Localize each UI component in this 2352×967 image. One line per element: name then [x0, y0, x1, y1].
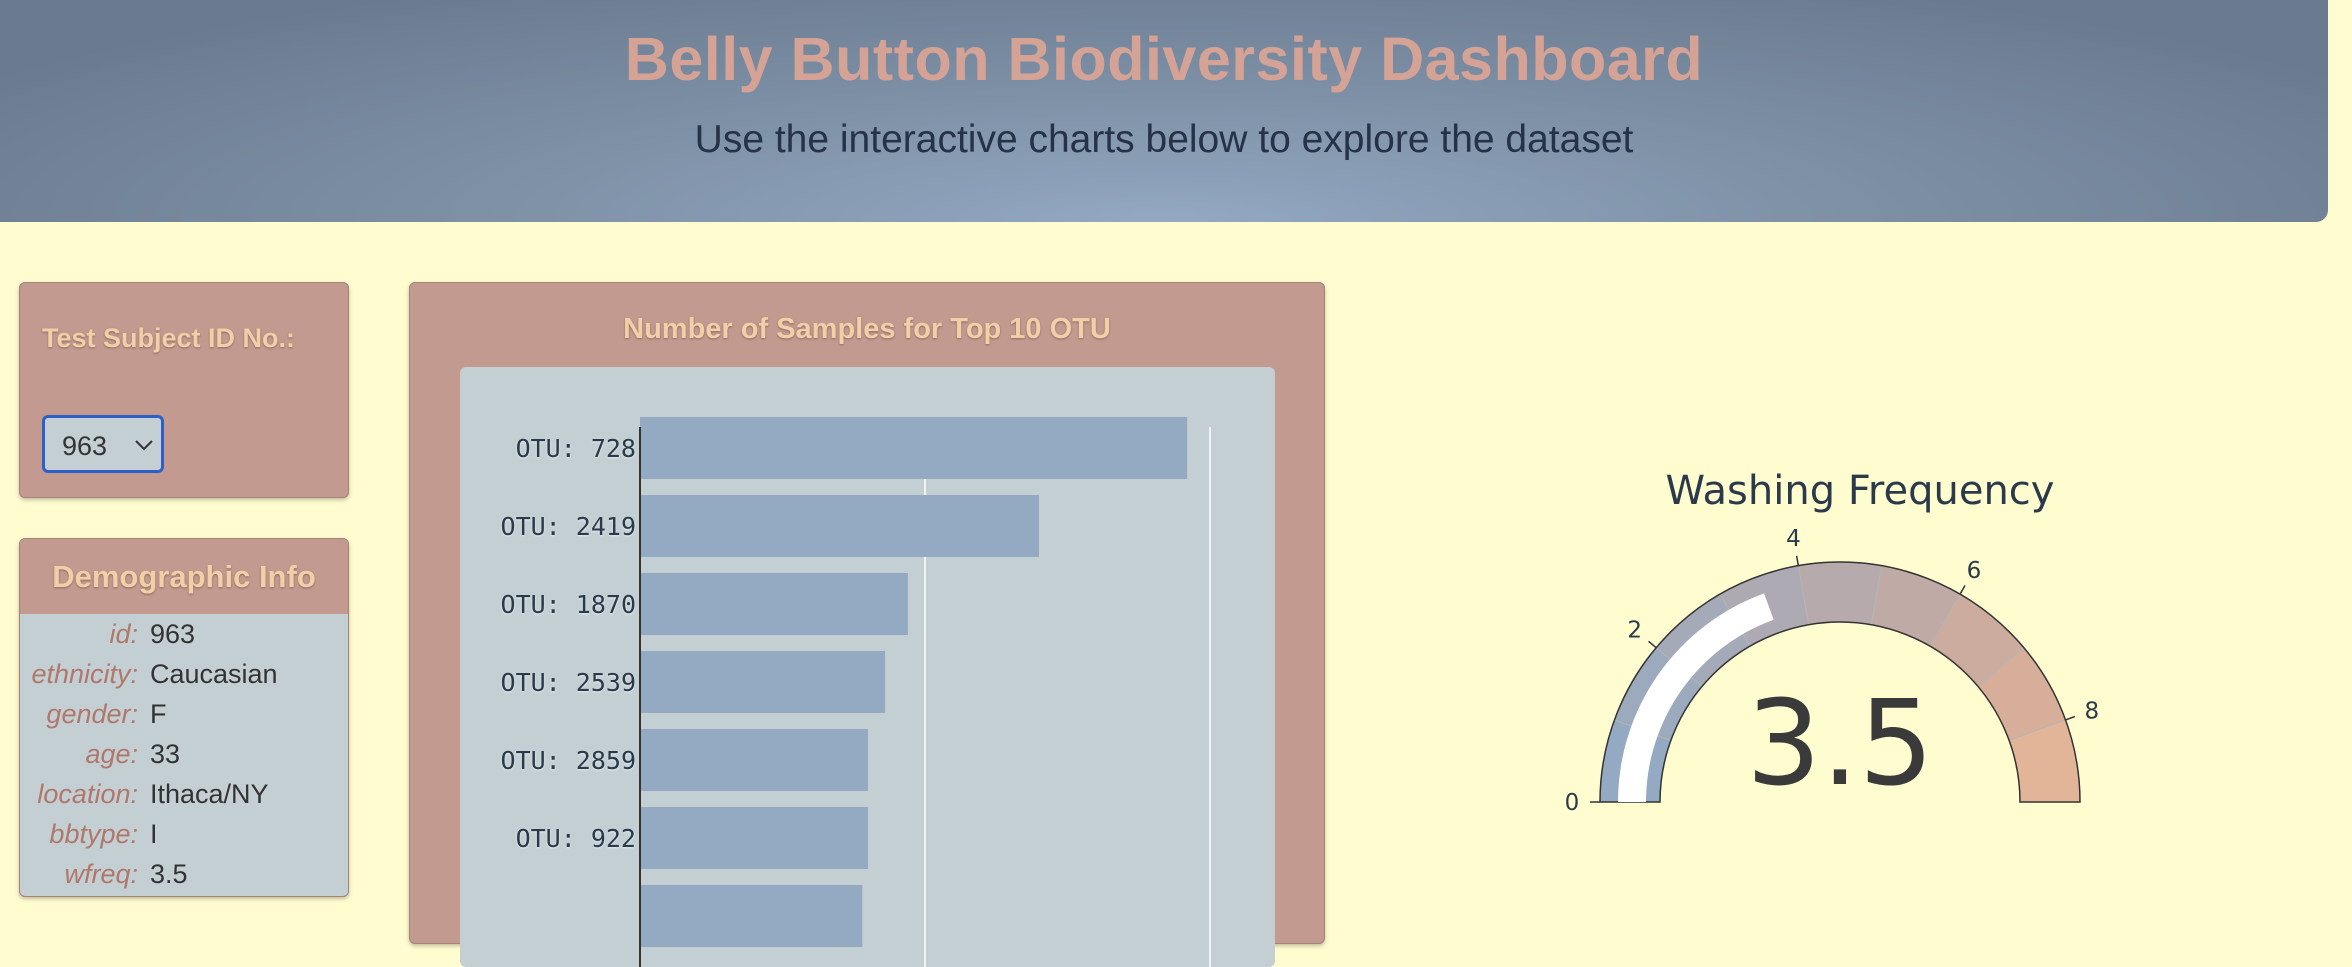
demo-row-bbtype: bbtype: I	[20, 814, 348, 854]
demo-value: 33	[150, 739, 181, 769]
bar	[640, 807, 868, 869]
bar-chart-plot-area: OTU: 728 OTU: 2419 OTU: 1870 OTU: 2539 OTU: …	[460, 367, 1275, 967]
chevron-down-icon	[133, 430, 155, 466]
gauge-tick-label: 0	[1565, 790, 1580, 816]
bar	[640, 729, 868, 791]
demo-value: F	[150, 699, 167, 729]
gauge-tick	[1795, 555, 1800, 566]
demographic-info-panel: Demographic Info id: 963 ethnicity: Cauc…	[19, 538, 349, 897]
demo-key: ethnicity:	[31, 659, 138, 689]
bar	[640, 885, 863, 947]
subject-selector-panel: Test Subject ID No.: 963	[19, 282, 349, 498]
subject-id-selected-value: 963	[62, 431, 108, 461]
gauge-tick	[1959, 585, 1966, 595]
demo-key: bbtype:	[49, 819, 138, 849]
demo-value: Caucasian	[150, 659, 278, 689]
bar-chart-svg: OTU: 728 OTU: 2419 OTU: 1870 OTU: 2539 OTU: …	[501, 417, 1211, 967]
demo-row-id: id: 963	[20, 614, 348, 654]
gauge-tick	[1648, 640, 1657, 649]
bar-category-label: OTU: 2859	[501, 746, 636, 775]
demo-key: age:	[85, 739, 138, 769]
gauge-tick-label: 4	[1786, 526, 1801, 552]
subject-id-select[interactable]: 963	[42, 415, 164, 473]
demo-value: I	[150, 819, 158, 849]
bar-category-label: OTU: 2539	[501, 668, 636, 697]
bar	[640, 651, 886, 713]
demo-row-wfreq: wfreq: 3.5	[20, 854, 348, 894]
demographic-info-title: Demographic Info	[20, 539, 348, 614]
demo-row-ethnicity: ethnicity: Caucasian	[20, 654, 348, 694]
bar-category-label: OTU: 1870	[501, 590, 636, 619]
demo-row-location: location: Ithaca/NY	[20, 774, 348, 814]
demo-key: gender:	[46, 699, 138, 729]
gauge-tick-label: 2	[1627, 618, 1642, 644]
gauge-tick	[2065, 715, 2076, 721]
gauge-step	[1797, 561, 1883, 626]
subject-selector-label: Test Subject ID No.:	[42, 323, 296, 353]
gauge-tick-label: 8	[2085, 698, 2100, 724]
gauge-title: Washing Frequency	[1665, 468, 2055, 514]
demo-key: wfreq:	[64, 859, 138, 889]
demo-row-age: age: 33	[20, 734, 348, 774]
bar-category-label: OTU: 2419	[501, 512, 636, 541]
bar	[640, 573, 908, 635]
otu-bar-chart-panel: Number of Samples for Top 10 OTU OTU: 72…	[409, 282, 1325, 967]
page-subtitle: Use the interactive charts below to expl…	[694, 118, 1634, 161]
bar-category-label: OTU: 728	[516, 434, 636, 463]
gauge-tick-label: 6	[1967, 558, 1982, 584]
demo-key: id:	[109, 619, 138, 649]
dashboard-header: Belly Button Biodiversity Dashboard Use …	[0, 0, 2328, 222]
washing-frequency-gauge: Washing Frequency 0 2 4 6 8 3.5	[1500, 440, 2220, 840]
gauge-outline	[1599, 561, 2081, 803]
page-title: Belly Button Biodiversity Dashboard	[624, 25, 1704, 93]
demo-row-gender: gender: F	[20, 694, 348, 734]
bar-category-label: OTU: 922	[516, 824, 636, 853]
gauge-value-label: 3.5	[1746, 674, 1934, 812]
demo-value: 963	[150, 619, 196, 649]
bar-chart-title: Number of Samples for Top 10 OTU	[623, 313, 1111, 345]
bar	[640, 417, 1188, 479]
demo-value: 3.5	[150, 859, 188, 889]
demo-key: location:	[37, 779, 138, 809]
gauge-value-bar	[1618, 593, 1774, 802]
bar	[640, 495, 1039, 557]
gauge-svg: 0 2 4 6 8 3.5	[1565, 526, 2100, 816]
demo-value: Ithaca/NY	[150, 779, 269, 809]
